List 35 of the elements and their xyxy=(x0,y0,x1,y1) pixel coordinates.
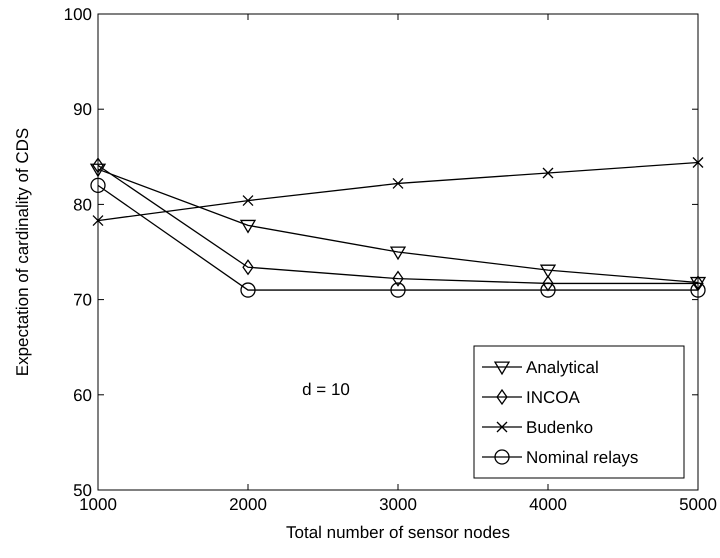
point xyxy=(92,214,104,226)
x-tick-label: 5000 xyxy=(679,495,717,514)
point xyxy=(540,282,556,298)
point xyxy=(692,156,704,168)
point xyxy=(92,158,104,174)
y-tick-label: 80 xyxy=(73,195,92,214)
x-tick-label: 1000 xyxy=(79,495,117,514)
point xyxy=(242,194,254,206)
x-tick-label: 3000 xyxy=(379,495,417,514)
point xyxy=(240,282,256,298)
point xyxy=(392,178,404,190)
legend-label: Budenko xyxy=(526,418,594,437)
legend-label: Analytical xyxy=(526,358,599,377)
point xyxy=(392,271,404,286)
point xyxy=(542,276,554,292)
y-tick-label: 60 xyxy=(73,386,92,405)
point xyxy=(690,282,706,298)
legend-label: INCOA xyxy=(526,388,580,407)
point xyxy=(540,264,556,278)
point xyxy=(240,220,256,233)
point xyxy=(242,260,254,275)
annotation: d = 10 xyxy=(302,380,350,399)
y-axis-title: Expectation of cardinality of CDS xyxy=(13,128,32,376)
x-axis-title: Total number of sensor nodes xyxy=(286,523,510,542)
legend-label: Nominal relays xyxy=(526,448,638,467)
x-tick-label: 2000 xyxy=(229,495,267,514)
point xyxy=(90,178,106,194)
y-tick-label: 70 xyxy=(73,290,92,310)
y-tick-label: 90 xyxy=(73,100,92,120)
point xyxy=(542,167,554,179)
point xyxy=(90,164,106,177)
y-tick-label: 100 xyxy=(64,4,92,24)
point xyxy=(390,246,406,260)
point xyxy=(390,282,406,298)
x-tick-label: 4000 xyxy=(529,495,567,514)
